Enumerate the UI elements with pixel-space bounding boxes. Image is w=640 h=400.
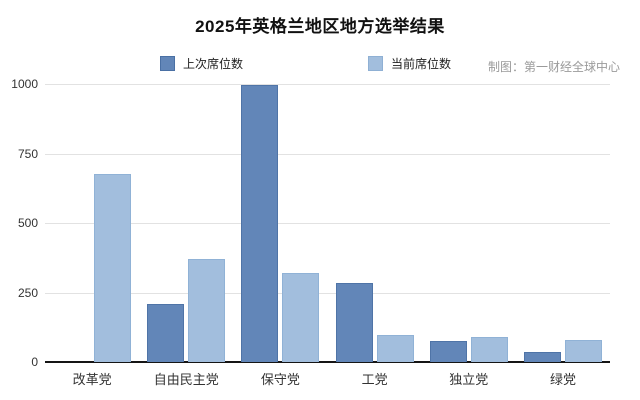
y-axis-tick-label: 0 bbox=[31, 355, 38, 369]
gridline bbox=[45, 153, 610, 155]
y-axis-tick-label: 750 bbox=[17, 146, 38, 161]
bar-last-seats[interactable] bbox=[429, 341, 467, 362]
x-axis-label: 自由民主党 bbox=[153, 372, 219, 387]
bar-last-seats[interactable] bbox=[523, 352, 561, 362]
gridline bbox=[45, 292, 610, 294]
gridline bbox=[45, 84, 610, 85]
bar-current-seats[interactable] bbox=[564, 340, 602, 362]
bar-last-seats[interactable] bbox=[241, 85, 279, 362]
bar-group bbox=[328, 84, 422, 362]
credit-text: 制图：第一财经全球中心 bbox=[487, 60, 620, 74]
x-axis-label: 保守党 bbox=[260, 372, 300, 387]
y-axis-tick-label: 250 bbox=[17, 285, 38, 300]
legend-item-last-seats[interactable]: 上次席位数 bbox=[160, 55, 243, 72]
x-axis-labels: 改革党 自由民主党 保守党 工党 独立党 绿党 bbox=[45, 369, 610, 388]
y-axis-tick-label: 1000 bbox=[11, 77, 38, 91]
bar-last-seats[interactable] bbox=[335, 282, 373, 362]
legend-item-current-seats[interactable]: 当前席位数 bbox=[368, 55, 451, 72]
bar-current-seats[interactable] bbox=[376, 334, 414, 362]
bar-current-seats[interactable] bbox=[470, 337, 508, 362]
bar-group bbox=[516, 84, 610, 362]
bar-current-seats[interactable] bbox=[94, 173, 132, 362]
legend-label-current: 当前席位数 bbox=[391, 57, 452, 71]
legend-swatch-current-icon bbox=[368, 56, 383, 71]
y-axis-ticks: 0 250 500 750 1000 bbox=[0, 77, 38, 369]
x-axis-label: 绿党 bbox=[549, 372, 576, 387]
plot-area bbox=[45, 84, 610, 362]
x-axis-label: 改革党 bbox=[72, 372, 112, 387]
x-axis-label: 工党 bbox=[361, 372, 388, 387]
bar-current-seats[interactable] bbox=[282, 273, 320, 362]
legend-swatch-last-icon bbox=[160, 56, 175, 71]
bar-current-seats[interactable] bbox=[188, 259, 226, 362]
legend-label-last: 上次席位数 bbox=[183, 57, 244, 71]
bar-group bbox=[139, 84, 233, 362]
bar-group bbox=[422, 84, 516, 362]
bar-last-seats[interactable] bbox=[147, 304, 185, 362]
x-axis-line bbox=[45, 361, 610, 363]
bar-group bbox=[233, 84, 327, 362]
x-axis-label: 独立党 bbox=[449, 372, 489, 387]
y-axis-tick-label: 500 bbox=[17, 216, 38, 230]
bar-group bbox=[45, 84, 139, 362]
chart-title: 2025年英格兰地区地方选举结果 bbox=[195, 17, 445, 36]
gridline bbox=[45, 223, 610, 224]
